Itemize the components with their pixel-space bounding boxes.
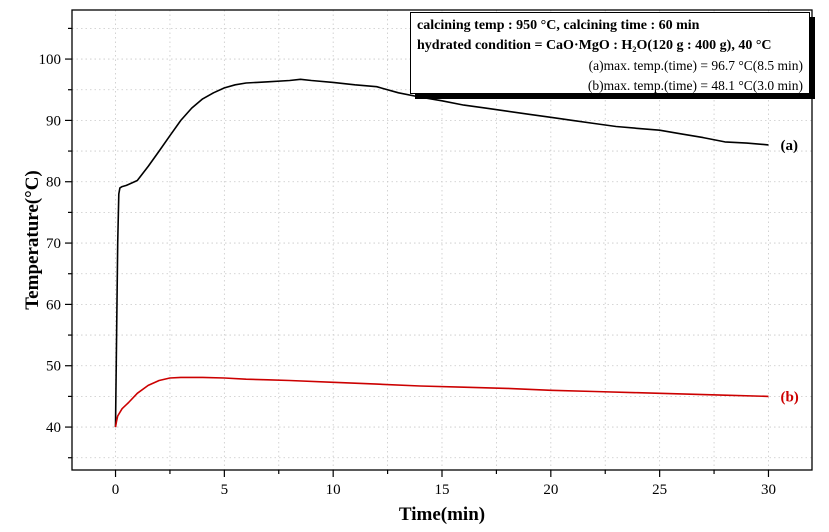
y-tick-label: 100 (39, 52, 62, 68)
series-line-a (114, 78, 769, 428)
annotation-max-temp-a: (a)max. temp.(time) = 96.7 °C(8.5 min) (588, 58, 803, 73)
annotation-box: calcining temp : 950 °C, calcining time … (410, 12, 810, 94)
series-label-a: (a) (780, 138, 798, 154)
x-tick-label: 20 (543, 482, 558, 498)
x-tick-label: 30 (761, 482, 776, 498)
y-tick-label: 40 (46, 420, 61, 436)
annotation-calcining: calcining temp : 950 °C, calcining time … (417, 18, 700, 33)
x-tick-label: 25 (652, 482, 667, 498)
x-tick-label: 0 (112, 482, 120, 498)
y-tick-label: 90 (46, 113, 61, 129)
ticks: 0 5 10 15 20 25 30 40 50 60 70 80 90 100 (39, 27, 776, 498)
y-tick-label: 80 (46, 175, 61, 191)
x-tick-label: 10 (326, 482, 341, 498)
x-axis-title: Time(min) (399, 504, 485, 525)
y-tick-label: 60 (46, 297, 61, 313)
series-labels: (a) (b) (780, 138, 798, 405)
series-line-b (114, 376, 769, 428)
x-tick-label: 5 (221, 482, 229, 498)
annotation-max-temp-b: (b)max. temp.(time) = 48.1 °C(3.0 min) (587, 78, 803, 93)
series-layer (114, 78, 769, 428)
y-tick-label: 50 (46, 359, 61, 375)
y-tick-label: 70 (46, 236, 61, 252)
annotation-hydrated-condition: hydrated condition = CaO·MgO : H₂O(120 g… (417, 38, 772, 53)
y-axis-title: Temperature(°C) (22, 170, 43, 310)
series-label-b: (b) (780, 389, 798, 405)
x-tick-label: 15 (435, 482, 450, 498)
